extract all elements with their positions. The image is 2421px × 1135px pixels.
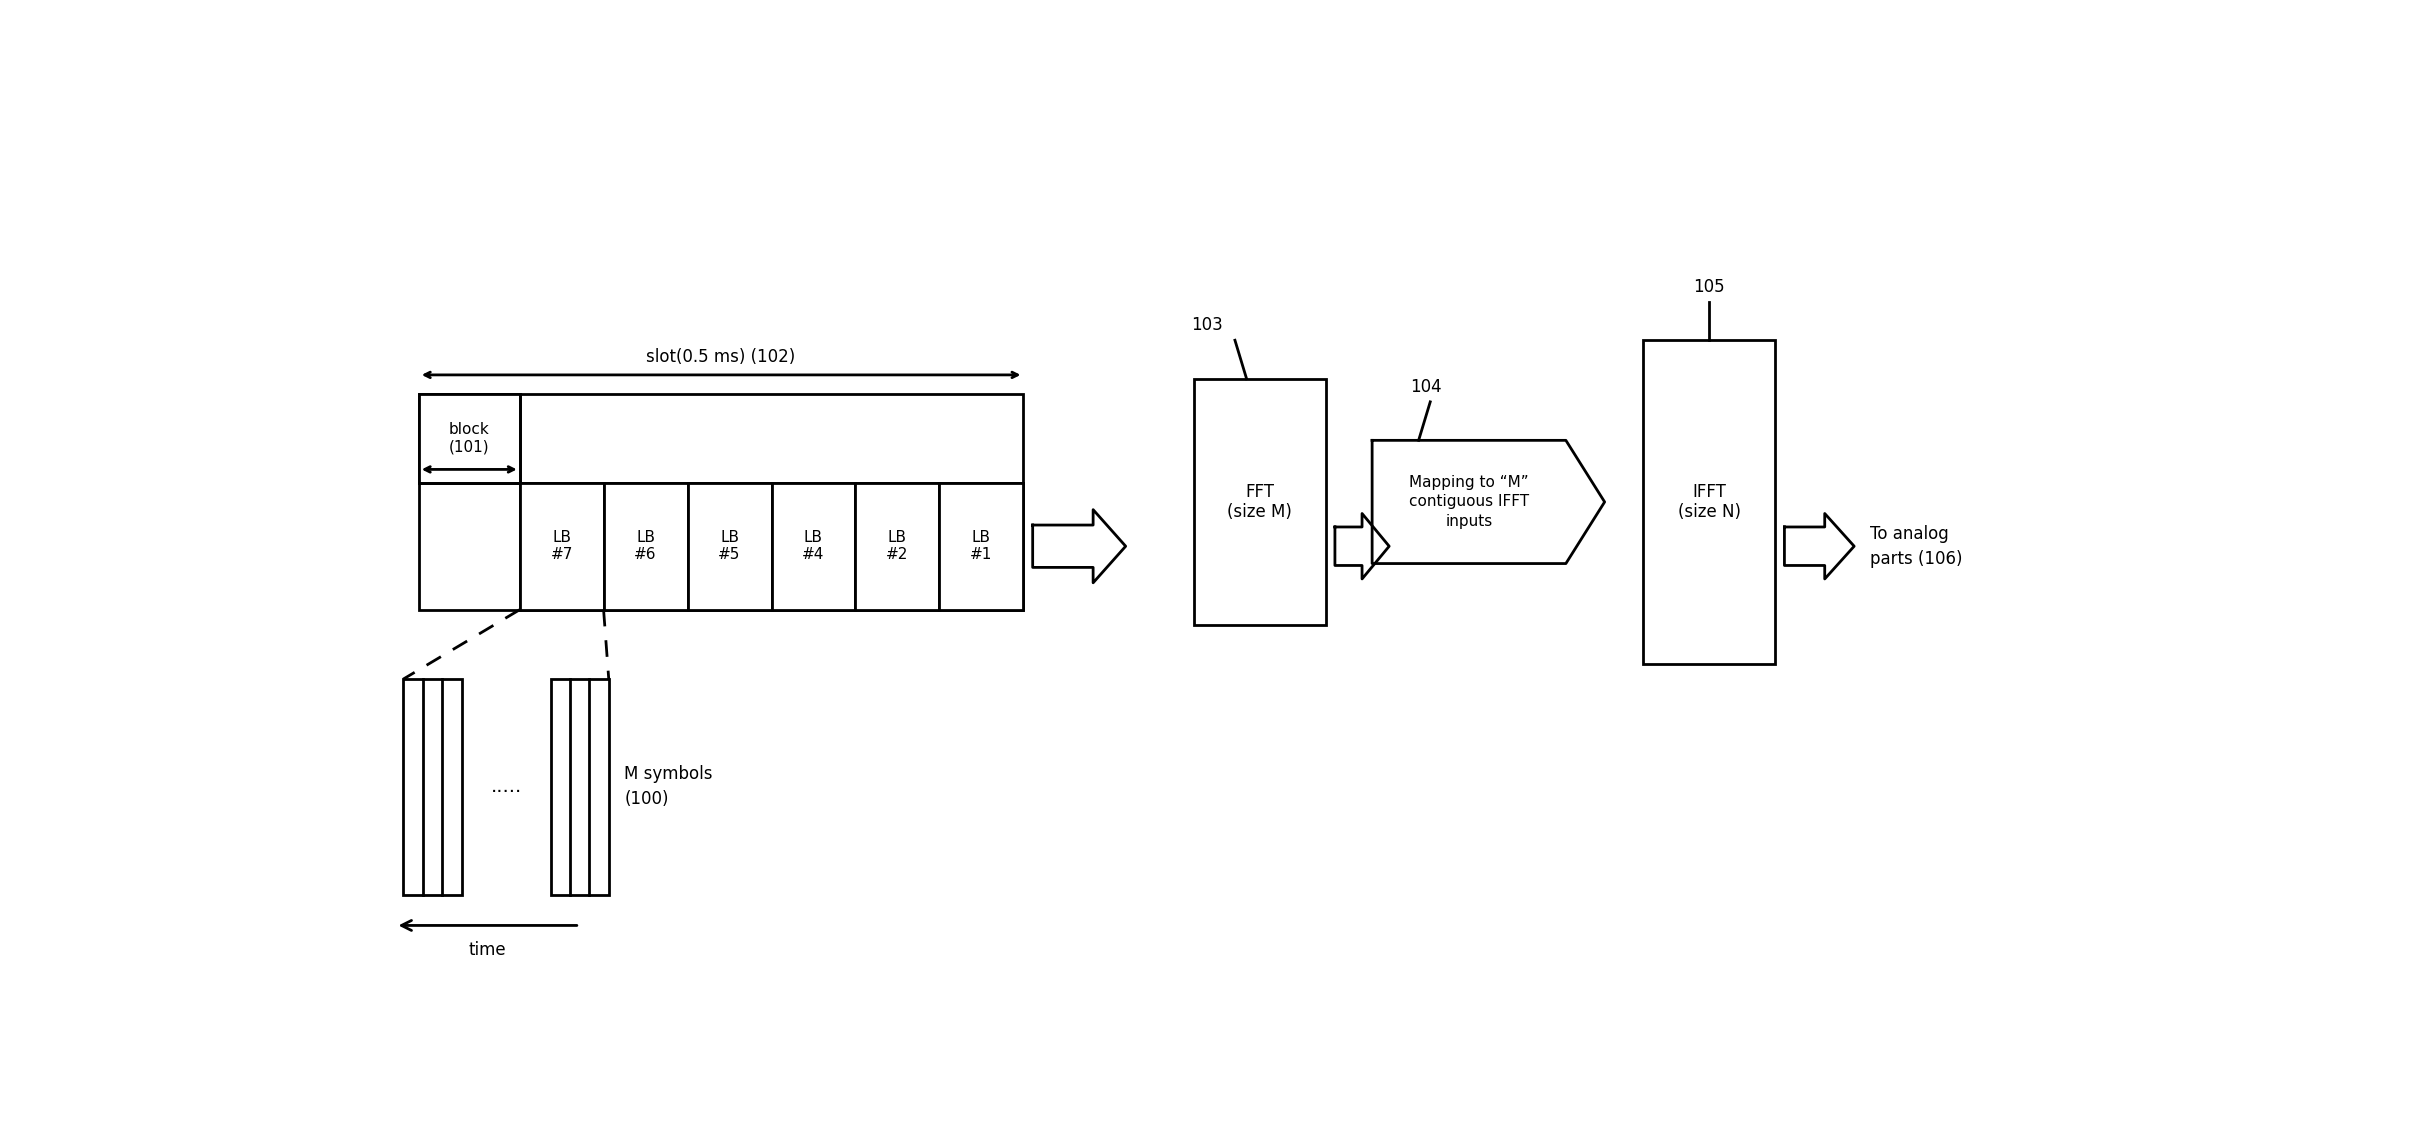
Text: LB
#5: LB #5 [719, 530, 741, 563]
Bar [550, 679, 608, 894]
Text: 103: 103 [1191, 316, 1223, 334]
Text: block
(101): block (101) [448, 422, 489, 455]
Polygon shape [1373, 440, 1605, 564]
Text: IFFT
(size N): IFFT (size N) [1678, 482, 1741, 521]
Bar [603, 482, 688, 609]
Polygon shape [1034, 510, 1126, 582]
Bar [939, 482, 1024, 609]
Text: slot(0.5 ms) (102): slot(0.5 ms) (102) [646, 347, 797, 365]
Bar [1644, 340, 1775, 664]
Text: 105: 105 [1692, 278, 1726, 295]
Text: LB
#6: LB #6 [634, 530, 656, 563]
Text: Mapping to “M”
contiguous IFFT
inputs: Mapping to “M” contiguous IFFT inputs [1409, 474, 1530, 529]
Text: .....: ..... [491, 777, 521, 797]
Text: M symbols
(100): M symbols (100) [625, 765, 712, 808]
Bar [419, 394, 521, 482]
Text: LB
#4: LB #4 [801, 530, 826, 563]
Polygon shape [1334, 513, 1390, 579]
Text: 104: 104 [1411, 378, 1443, 396]
Bar [688, 482, 772, 609]
Bar [772, 482, 855, 609]
Text: To analog
parts (106): To analog parts (106) [1869, 524, 1961, 568]
Bar [521, 482, 603, 609]
Bar [404, 679, 462, 894]
Text: LB
#2: LB #2 [886, 530, 908, 563]
Text: FFT
(size M): FFT (size M) [1227, 482, 1293, 521]
Polygon shape [1784, 513, 1854, 579]
Bar [1194, 379, 1327, 625]
Text: LB
#1: LB #1 [971, 530, 993, 563]
Text: LB
#7: LB #7 [550, 530, 574, 563]
Bar [419, 394, 1024, 609]
Bar [855, 482, 939, 609]
Text: time: time [470, 941, 506, 959]
